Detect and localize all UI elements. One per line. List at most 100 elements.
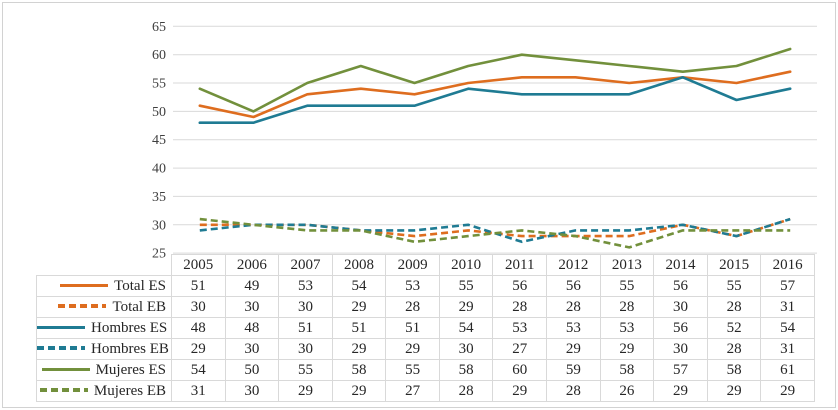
value-cell: 54 [760,317,815,339]
legend-cell-mujeres-es: Mujeres ES [36,359,172,381]
series-line-total-es [198,70,792,119]
value-cell: 29 [171,338,226,360]
series-line-hombres-es [198,76,792,124]
value-cell: 27 [492,338,548,360]
value-cell: 28 [599,296,655,318]
value-cell: 29 [546,338,601,360]
value-cell: 48 [171,317,226,339]
value-cell: 29 [438,296,494,318]
value-cell: 30 [224,338,280,360]
y-axis-tick-label: 65 [152,20,166,35]
value-cell: 29 [331,296,387,318]
legend-key-dashed-line-icon [37,346,85,351]
series-name-label: Mujeres EB [93,382,166,399]
value-cell: 30 [278,338,333,360]
y-axis-tick-label: 55 [152,77,166,92]
value-cell: 53 [599,317,655,339]
value-cell: 29 [599,338,655,360]
legend-cell-total-es: Total ES [36,275,172,297]
value-cell: 28 [706,296,762,318]
table-corner-cell [37,255,172,276]
value-cell: 56 [653,317,708,339]
value-cell: 52 [706,317,762,339]
value-cell: 53 [546,317,601,339]
value-cell: 28 [546,296,601,318]
value-cell: 54 [331,275,387,297]
value-cell: 58 [438,359,494,381]
value-cell: 29 [760,380,815,402]
value-cell: 57 [653,359,708,381]
value-cell: 28 [385,296,440,318]
table-row-hombres-eb: Hombres EB 29 30 30 29 29 30 27 29 29 30 28 31 [36,338,815,360]
value-cell: 48 [224,317,280,339]
series-name-label: Mujeres ES [95,361,166,378]
value-cell: 55 [438,275,494,297]
legend-cell-total-eb: Total EB [36,296,172,318]
table-row-total-es: Total ES 51 49 53 54 53 55 56 56 55 56 55 57 [36,275,815,297]
y-axis-tick-label: 25 [152,247,166,262]
value-cell: 55 [385,359,440,381]
value-cell: 30 [438,338,494,360]
value-cell: 30 [653,296,708,318]
value-cell: 55 [599,275,655,297]
value-cell: 56 [653,275,708,297]
value-cell: 29 [331,380,387,402]
value-cell: 29 [278,380,333,402]
y-axis-tick-label: 60 [152,48,166,63]
year-header-cell: 2012 [546,254,601,276]
value-cell: 51 [171,275,226,297]
table-header-row: 2005 2006 2007 2008 2009 2010 2011 2012 2013 2014… [37,254,815,276]
legend-key-solid-line-icon [41,367,90,371]
value-cell: 51 [278,317,333,339]
year-header-cell: 2011 [492,254,548,276]
value-cell: 56 [546,275,601,297]
legend-key-dashed-line-icon [58,304,107,309]
year-header-cell: 2015 [706,254,762,276]
value-cell: 28 [492,296,548,318]
value-cell: 53 [278,275,333,297]
value-cell: 31 [171,380,226,402]
value-cell: 55 [706,275,762,297]
value-cell: 31 [760,338,815,360]
legend-key-solid-line-icon [37,325,85,329]
legend-key-solid-line-icon [60,283,109,287]
year-header-cell: 2010 [438,254,494,276]
series-line-mujeres-eb [199,217,791,249]
chart-data-table: 2005 2006 2007 2008 2009 2010 2011 2012 2013 2014… [36,254,815,402]
value-cell: 49 [224,275,280,297]
value-cell: 29 [385,338,440,360]
y-axis-tick-label: 35 [152,190,166,205]
legend-cell-hombres-es: Hombres ES [36,317,172,339]
table-row-total-eb: Total EB 30 30 30 29 28 29 28 28 28 30 28 31 [36,296,815,318]
legend-key-dashed-line-icon [39,388,88,393]
table-row-mujeres-es: Mujeres ES 54 50 55 58 55 58 60 59 58 57 58 61 [36,359,815,381]
value-cell: 29 [492,380,548,402]
legend-cell-mujeres-eb: Mujeres EB [36,380,172,402]
value-cell: 30 [224,380,280,402]
value-cell: 50 [224,359,280,381]
value-cell: 28 [438,380,494,402]
y-axis-tick-label: 40 [152,162,166,177]
series-name-label: Hombres ES [91,319,168,336]
series-name-label: Hombres EB [91,340,169,357]
year-header-cell: 2005 [171,254,226,276]
year-header-cell: 2014 [653,254,708,276]
year-header-cell: 2008 [331,254,387,276]
value-cell: 51 [385,317,440,339]
table-row-hombres-es: Hombres ES 48 48 51 51 51 54 53 53 53 56 52 54 [36,317,815,339]
value-cell: 29 [706,380,762,402]
value-cell: 29 [653,380,708,402]
value-cell: 27 [385,380,440,402]
year-header-cell: 2016 [760,254,815,276]
value-cell: 58 [706,359,762,381]
table-row-mujeres-eb: Mujeres EB 31 30 29 29 27 28 29 28 26 29 29 29 [36,380,815,402]
value-cell: 59 [546,359,601,381]
value-cell: 29 [331,338,387,360]
legend-cell-hombres-eb: Hombres EB [36,338,172,360]
value-cell: 30 [278,296,333,318]
value-cell: 58 [331,359,387,381]
series-name-label: Total ES [114,277,166,294]
series-name-label: Total EB [112,298,166,315]
value-cell: 55 [278,359,333,381]
